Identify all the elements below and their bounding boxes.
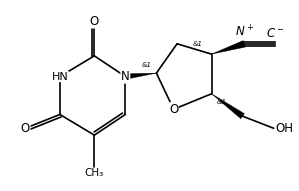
- Text: N: N: [121, 70, 130, 83]
- Text: $C^-$: $C^-$: [266, 27, 285, 40]
- Text: $N^+$: $N^+$: [235, 24, 254, 40]
- Text: O: O: [21, 122, 30, 135]
- Text: O: O: [90, 15, 99, 28]
- Polygon shape: [212, 40, 245, 54]
- Text: CH₃: CH₃: [85, 168, 104, 178]
- Text: HN: HN: [51, 72, 68, 82]
- Polygon shape: [212, 94, 244, 119]
- Polygon shape: [125, 73, 156, 79]
- Text: OH: OH: [275, 122, 293, 135]
- Text: &1: &1: [141, 62, 151, 68]
- Text: &1: &1: [193, 41, 203, 47]
- Text: &1: &1: [217, 99, 227, 105]
- Text: O: O: [169, 103, 178, 116]
